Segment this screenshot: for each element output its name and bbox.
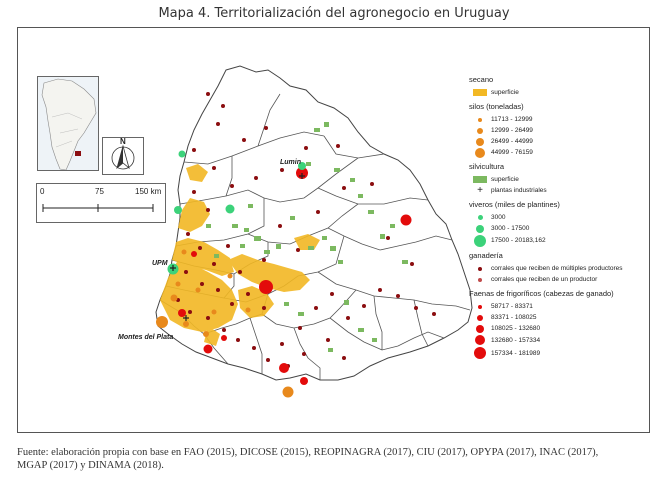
corral-uno-dot (478, 277, 482, 282)
caption-line-1: Fuente: elaboración propia con base en F… (17, 447, 599, 458)
vivero-dot (477, 215, 483, 220)
south-america-outline (41, 78, 97, 170)
north-arrow: N (102, 137, 144, 175)
silos (156, 249, 294, 398)
source-caption: Fuente: elaboración propia con base en F… (17, 446, 657, 472)
legend-ganaderia-title: ganadería (469, 251, 503, 260)
map-legend: secano superficie silos (toneladas) 1171… (469, 71, 649, 360)
legend-faenas-title: Faenas de frigoríficos (cabezas de ganad… (469, 289, 614, 298)
legend-silos-row-0: 11713 - 12999 (469, 114, 649, 125)
faena-dot (477, 314, 483, 321)
legend-faenas-row-4: 157334 - 181989 (469, 346, 649, 360)
caption-line-2: MGAP (2017) y DINAMA (2018). (17, 460, 164, 471)
legend-ganaderia-row-multi: corrales que reciben de múltiples produc… (469, 263, 649, 274)
scale-ruler (42, 204, 154, 212)
faena-dot (478, 304, 482, 309)
label-montes-del-plata: Montes del Plata (118, 334, 174, 341)
legend-viveros-title: viveros (miles de plantines) (469, 200, 560, 209)
faena-dot (474, 347, 486, 359)
legend-faenas-row-2: 108025 - 132680 (469, 323, 649, 334)
scale-label-0: 0 (40, 187, 45, 196)
secano-swatch (473, 89, 487, 96)
legend-viveros-row-2: 17500 - 20183,162 (469, 234, 649, 247)
vivero-dot (474, 234, 486, 247)
faenas-frigorificos (178, 167, 412, 385)
label-upm: UPM (152, 260, 168, 267)
legend-silos-row-3: 44999 - 76159 (469, 147, 649, 158)
map-frame: Lumin UPM Montes del Plata N 0 75 150 km (17, 27, 650, 433)
inset-locator-map (37, 76, 99, 171)
vivero-dot (476, 224, 484, 233)
legend-silos-row-2: 26499 - 44999 (469, 136, 649, 147)
faena-dot (476, 324, 484, 333)
silo-dot (476, 137, 484, 146)
corrales-multiples (176, 92, 436, 368)
legend-secano-title: secano (469, 75, 494, 84)
compass-icon (111, 144, 135, 170)
legend-silos-row-1: 12999 - 26499 (469, 125, 649, 136)
scale-label-150: 150 km (135, 187, 162, 196)
uruguay-map (155, 65, 473, 398)
legend-faenas-row-3: 132680 - 157334 (469, 334, 649, 346)
north-label: N (120, 137, 126, 146)
label-lumin: Lumin (280, 159, 301, 166)
faena-dot (475, 335, 485, 345)
plantas-industriales (170, 173, 305, 321)
uruguay-locator (75, 151, 81, 156)
legend-viveros-row-0: 3000 (469, 212, 649, 223)
legend-faenas-row-0: 58717 - 83371 (469, 301, 649, 312)
silo-dot (475, 147, 485, 158)
scale-bar: 0 75 150 km (36, 183, 166, 223)
legend-ganaderia-row-uno: corrales que reciben de un productor (469, 274, 649, 285)
corral-multi-dot (478, 266, 482, 271)
legend-faenas-row-1: 83371 - 108025 (469, 312, 649, 323)
viveros (167, 150, 306, 275)
silvicultura-areas (206, 122, 408, 352)
legend-plantas-row: + plantas industriales (469, 185, 649, 196)
plus-icon: + (477, 185, 483, 196)
legend-silos-title: silos (toneladas) (469, 102, 524, 111)
legend-silvicultura-row: superficie (469, 174, 649, 185)
legend-secano-row: superficie (469, 87, 649, 98)
legend-silvicultura-title: silvicultura (469, 162, 505, 171)
silvicultura-swatch (473, 176, 487, 183)
silo-dot (478, 117, 482, 122)
scale-label-75: 75 (95, 187, 104, 196)
legend-viveros-row-1: 3000 - 17500 (469, 223, 649, 234)
map-title: Mapa 4. Territorialización del agronegoc… (158, 6, 510, 21)
silo-dot (477, 127, 483, 134)
